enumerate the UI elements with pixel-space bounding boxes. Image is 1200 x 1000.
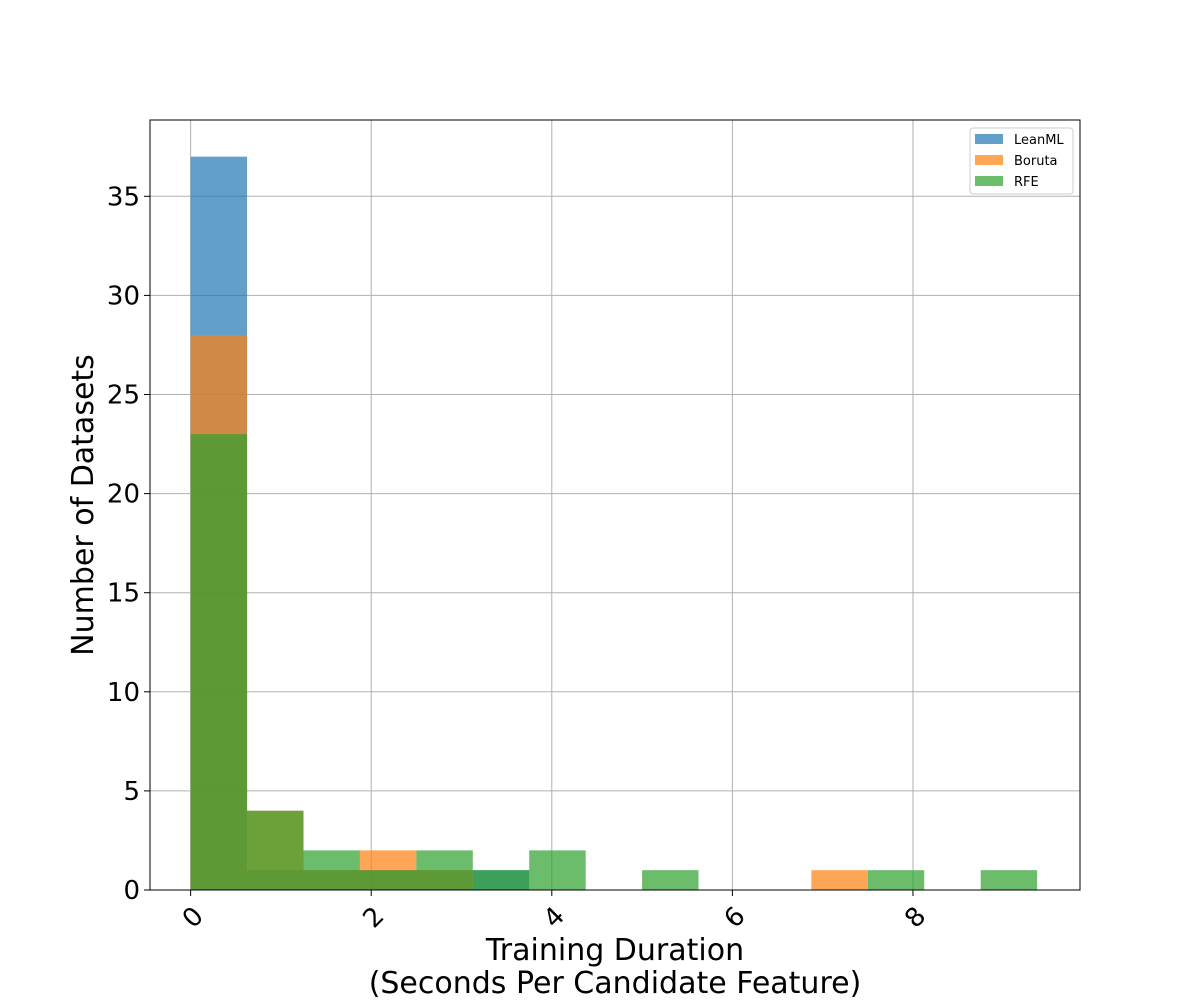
legend-swatch-leanml [975, 134, 1003, 144]
legend: LeanML Boruta RFE [969, 127, 1074, 195]
y-tick-label: 0 [123, 876, 140, 906]
legend-swatch-rfe [975, 176, 1003, 186]
legend-label-leanml: LeanML [1014, 133, 1064, 148]
x-axis-label-line2: (Seconds Per Candidate Feature) [369, 966, 862, 1000]
bar-rfe-3 [359, 870, 417, 890]
y-tick-label: 5 [123, 777, 140, 807]
y-tick-label: 35 [107, 182, 140, 212]
x-tick-label: 0 [177, 901, 210, 934]
x-tick-label: 6 [719, 901, 752, 934]
bar-boruta-11 [811, 870, 868, 890]
bar-rfe-5 [472, 870, 530, 890]
bar-rfe-1 [247, 810, 304, 890]
bar-rfe-0 [190, 434, 248, 890]
bar-rfe-2 [303, 850, 360, 890]
bar-rfe-4 [416, 850, 473, 890]
y-tick-label: 25 [107, 381, 140, 411]
x-tick-label: 2 [357, 901, 390, 934]
y-tick-label: 10 [107, 678, 140, 708]
y-tick-label: 30 [107, 281, 140, 311]
x-axis-ticks: 0 2 4 6 8 [177, 890, 932, 934]
x-axis-label: Training Duration [485, 933, 744, 968]
plot-area-frame [149, 119, 1081, 891]
grid-lines [150, 120, 1080, 891]
x-tick-label: 8 [899, 901, 932, 934]
bar-rfe-14 [980, 870, 1038, 890]
y-axis-ticks: 0 5 10 15 20 25 30 35 [107, 182, 150, 906]
histogram-bars [190, 156, 1038, 890]
legend-label-boruta: Boruta [1014, 154, 1058, 169]
y-tick-label: 15 [107, 579, 140, 609]
y-tick-label: 20 [107, 480, 140, 510]
bar-rfe-8 [642, 870, 699, 890]
y-axis-label: Number of Datasets [66, 354, 101, 656]
legend-swatch-boruta [975, 155, 1003, 165]
bar-rfe-12 [867, 870, 925, 890]
legend-label-rfe: RFE [1014, 175, 1039, 190]
x-tick-label: 4 [538, 901, 571, 934]
bar-rfe-6 [529, 850, 586, 890]
